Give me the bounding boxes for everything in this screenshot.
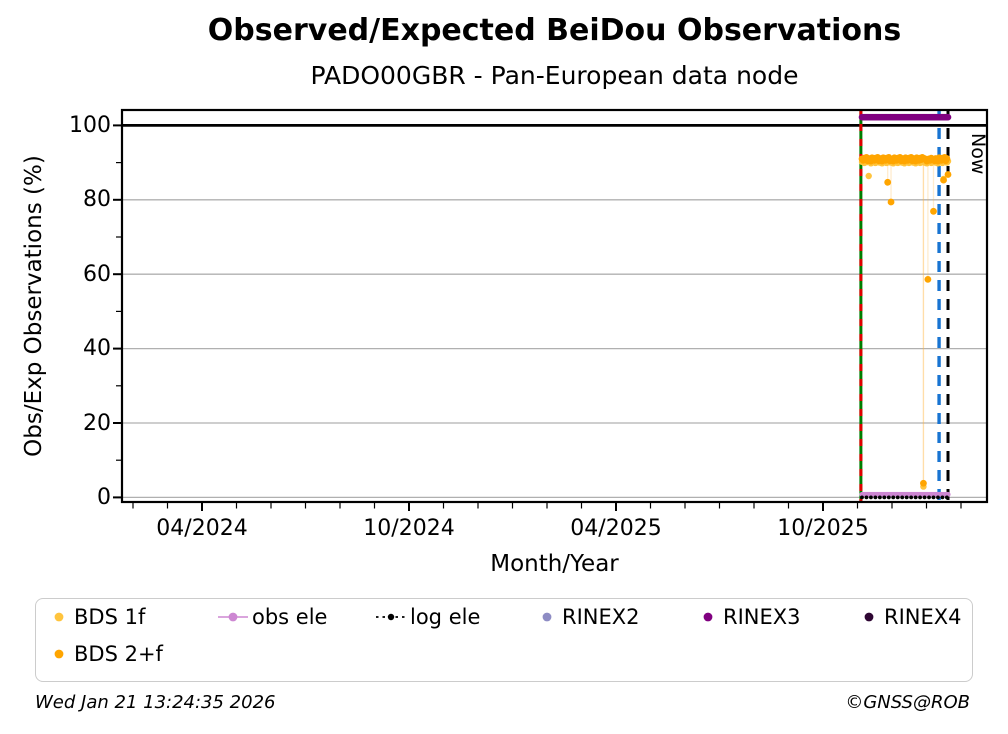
y-tick-label: 20 xyxy=(83,410,111,436)
plot-canvas: Now xyxy=(113,108,989,511)
legend-item-rinex3: RINEX3 xyxy=(697,604,801,630)
legend-item-rinex4: RINEX4 xyxy=(858,604,962,630)
rinex2-marker-icon xyxy=(542,612,552,622)
legend-label: RINEX3 xyxy=(723,605,801,629)
x-tick-label: 04/2025 xyxy=(570,516,662,541)
y-tick-label: 0 xyxy=(97,484,111,510)
y-tick-label: 40 xyxy=(83,336,111,362)
bds-1f-marker-icon xyxy=(54,612,64,622)
x-tick-label: 10/2025 xyxy=(777,516,869,541)
legend-label: BDS 2+f xyxy=(74,642,163,666)
log-ele-marker-icon xyxy=(376,613,406,621)
legend-label: obs ele xyxy=(252,605,328,629)
chart-subtitle: PADO00GBR - Pan-European data node xyxy=(310,61,799,90)
y-tick-label: 80 xyxy=(83,187,111,213)
x-tick-label: 04/2024 xyxy=(156,516,248,541)
x-tick-label: 10/2024 xyxy=(363,516,455,541)
rinex4-marker-icon xyxy=(864,612,874,622)
legend-box xyxy=(35,598,973,682)
legend-label: BDS 1f xyxy=(74,605,146,629)
y-tick-label: 60 xyxy=(83,261,111,287)
x-axis-label: Month/Year xyxy=(490,551,619,577)
y-tick-label: 100 xyxy=(69,112,111,138)
reference-vlines xyxy=(859,109,950,503)
legend-item-bds-1f: BDS 1f xyxy=(48,604,145,630)
legend-label: log ele xyxy=(410,605,481,629)
axis-ticks xyxy=(113,124,962,511)
chart-title: Observed/Expected BeiDou Observations xyxy=(207,13,902,48)
rinex3-marker-icon xyxy=(703,612,713,622)
legend-item-bds-2-f: BDS 2+f xyxy=(48,641,163,667)
legend-label: RINEX4 xyxy=(884,605,962,629)
bds-2-f-marker-icon xyxy=(54,649,64,659)
outlier-drop-lines xyxy=(887,158,935,487)
grid-lines xyxy=(121,123,988,499)
legend-item-rinex2: RINEX2 xyxy=(536,604,640,630)
now-annotation: Now xyxy=(967,133,989,174)
obs-ele-marker-icon xyxy=(218,612,248,622)
legend-item-obs-ele: obs ele xyxy=(218,604,327,630)
plot-border xyxy=(120,108,989,504)
plot-generated-timestamp: Wed Jan 21 13:24:35 2026 xyxy=(35,692,276,713)
copyright-credit: ©GNSS@ROB xyxy=(845,692,970,713)
plot-area: Now xyxy=(113,108,989,511)
legend-item-log-ele: log ele xyxy=(376,604,480,630)
data-series xyxy=(858,113,952,500)
legend-label: RINEX2 xyxy=(562,605,640,629)
